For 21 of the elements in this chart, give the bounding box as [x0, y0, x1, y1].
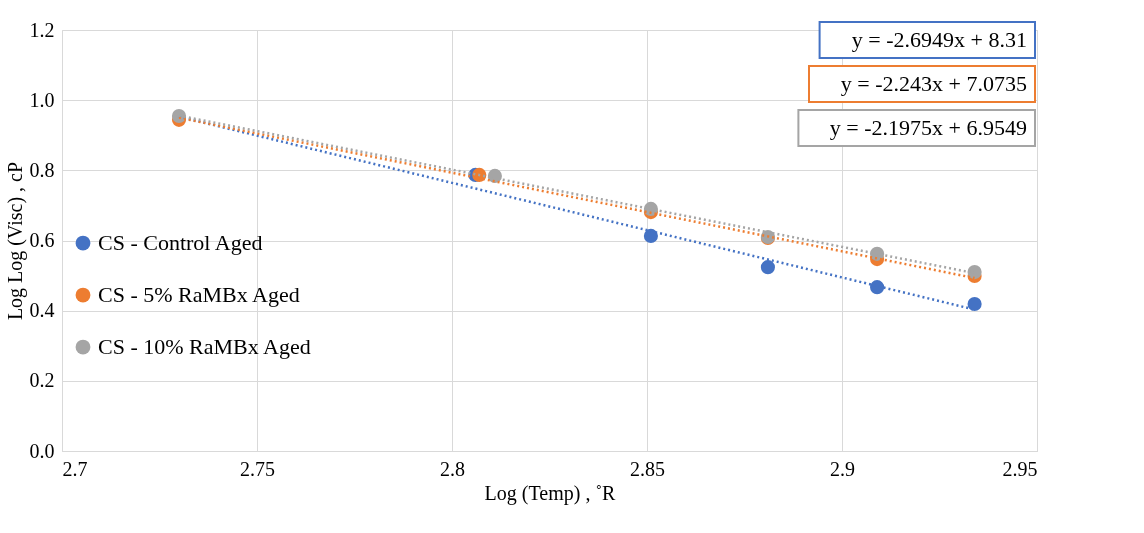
- x-tick-label: 2.95: [1002, 457, 1038, 480]
- annotation: y = -2.1975x + 6.9549: [829, 115, 1027, 140]
- y-tick-label: 1.0: [29, 88, 55, 111]
- x-tick-label: 2.85: [630, 457, 665, 480]
- y-tick-label: 0.2: [29, 369, 55, 392]
- y-tick-label: 1.2: [29, 18, 55, 41]
- x-tick-label: 2.9: [830, 457, 855, 480]
- y-tick-label: 0.4: [29, 299, 55, 322]
- y-tick-label: 0.8: [29, 158, 55, 181]
- x-tick-label: 2.75: [240, 457, 275, 480]
- y-tick-label: 0.6: [29, 229, 55, 251]
- x-tick-label: 2.7: [62, 457, 88, 480]
- x-tick-label: 2.8: [440, 457, 465, 480]
- annotation: y = -2.6949x + 8.31: [851, 27, 1027, 52]
- legend-label: CS - Control Aged: [98, 230, 263, 256]
- x-axis-title: Log (Temp) , ˚R: [484, 481, 617, 505]
- legend-label: CS - 5% RaMBx Aged: [98, 282, 300, 308]
- y-axis-title: Log Log (Visc) , cP: [3, 161, 27, 321]
- y-tick-label: 0.0: [29, 439, 55, 462]
- annotation: y = -2.243x + 7.0735: [840, 71, 1027, 96]
- legend-label: CS - 10% RaMBx Aged: [98, 334, 311, 360]
